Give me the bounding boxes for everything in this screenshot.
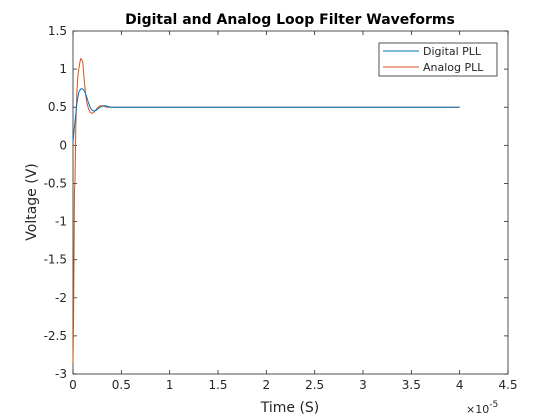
- legend-box: [378, 42, 498, 77]
- legend: Digital PLL Analog PLL: [378, 42, 498, 77]
- x-tick-label: 4.5: [498, 378, 517, 392]
- legend-label-digital: Digital PLL: [423, 45, 482, 58]
- y-tick-label: -3: [55, 367, 67, 381]
- y-tick-label: 1: [59, 62, 67, 76]
- y-tick-label: -2.5: [44, 329, 67, 343]
- axis-ticks: 0 0.5 1 1.5 2 2.5 3 3.5 4 4.5 1.5 1 0.5 0 -0.5 -1 -1.5 -2…: [44, 24, 518, 392]
- x-axis-label: Time (S): [260, 400, 320, 416]
- x-tick-label: 0.5: [112, 378, 131, 392]
- y-tick-label: -2: [55, 291, 67, 305]
- series-lines: [72, 57, 460, 363]
- x-tick-label: 1: [166, 378, 174, 392]
- x-tick-label: 1.5: [208, 378, 227, 392]
- chart-title: Digital and Analog Loop Filter Waveforms: [125, 12, 455, 28]
- x-tick-label: 2: [263, 378, 271, 392]
- x-tick-label: 2.5: [305, 378, 324, 392]
- y-tick-label: 0: [59, 138, 67, 152]
- series-line-digital-pll: [72, 88, 460, 142]
- y-axis-label: Voltage (V): [24, 163, 40, 240]
- y-tick-label: 0.5: [48, 100, 67, 114]
- y-tick-label: 1.5: [48, 24, 67, 38]
- x-axis-exponent: ×10-5: [466, 400, 498, 416]
- plot-area: [72, 30, 509, 375]
- y-tick-label: -0.5: [44, 176, 67, 190]
- legend-label-analog: Analog PLL: [423, 61, 484, 74]
- x-tick-label: 4: [456, 378, 464, 392]
- x-tick-label: 0: [69, 378, 77, 392]
- x-exponent-power: -5: [489, 400, 498, 410]
- x-tick-label: 3.5: [402, 378, 421, 392]
- x-exponent-base: ×10: [466, 403, 489, 416]
- x-tick-label: 3: [359, 378, 367, 392]
- y-tick-label: -1: [55, 215, 67, 229]
- y-tick-label: -1.5: [44, 253, 67, 267]
